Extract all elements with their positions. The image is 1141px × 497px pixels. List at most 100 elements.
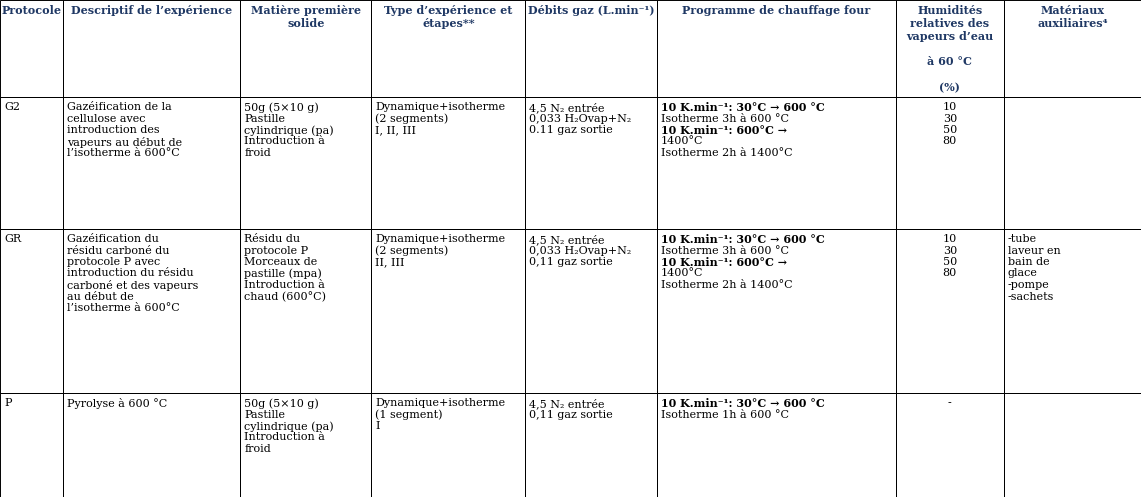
Bar	[896, 0, 1004, 97]
Text: carboné et des vapeurs: carboné et des vapeurs	[67, 280, 199, 291]
Bar	[241, 0, 371, 97]
Text: 1400°C: 1400°C	[661, 268, 703, 278]
Text: -sachets: -sachets	[1008, 292, 1054, 302]
Text: 0,033 H₂Ovap+N₂: 0,033 H₂Ovap+N₂	[529, 246, 632, 255]
Bar	[63, 393, 241, 497]
Text: Matériaux
auxiliaires⁴: Matériaux auxiliaires⁴	[1037, 5, 1108, 29]
Text: -: -	[948, 398, 952, 408]
Text: Isotherme 3h à 600 °C: Isotherme 3h à 600 °C	[661, 246, 788, 255]
Text: protocole P: protocole P	[244, 246, 308, 255]
Text: (2 segments): (2 segments)	[375, 246, 448, 256]
Bar	[526, 393, 656, 497]
Text: 10 K.min⁻¹: 30°C → 600 °C: 10 K.min⁻¹: 30°C → 600 °C	[661, 398, 824, 409]
Text: GR: GR	[5, 234, 22, 244]
Text: Dynamique+isotherme: Dynamique+isotherme	[375, 234, 505, 244]
Text: (1 segment): (1 segment)	[375, 410, 443, 420]
Bar	[63, 229, 241, 393]
Text: Isotherme 1h à 600 °C: Isotherme 1h à 600 °C	[661, 410, 788, 419]
Text: cylindrique (pa): cylindrique (pa)	[244, 421, 334, 431]
Text: I, II, III: I, II, III	[375, 125, 416, 135]
Bar	[0, 229, 63, 393]
Text: Type d’expérience et
étapes**: Type d’expérience et étapes**	[385, 5, 512, 29]
Text: 50: 50	[942, 257, 957, 267]
Text: (2 segments): (2 segments)	[375, 113, 448, 124]
Bar	[656, 229, 896, 393]
Text: 10 K.min⁻¹: 30°C → 600 °C: 10 K.min⁻¹: 30°C → 600 °C	[661, 234, 824, 245]
Bar	[656, 97, 896, 229]
Text: Pyrolyse à 600 °C: Pyrolyse à 600 °C	[67, 398, 168, 409]
Text: -pompe: -pompe	[1008, 280, 1050, 290]
Bar	[241, 229, 371, 393]
Text: 30: 30	[942, 113, 957, 123]
Text: 50g (5×10 g): 50g (5×10 g)	[244, 398, 319, 409]
Text: l’isotherme à 600°C: l’isotherme à 600°C	[67, 148, 180, 158]
Text: Protocole: Protocole	[1, 5, 62, 16]
Bar	[0, 97, 63, 229]
Text: introduction du résidu: introduction du résidu	[67, 268, 194, 278]
Text: Pastille: Pastille	[244, 113, 285, 123]
Text: cylindrique (pa): cylindrique (pa)	[244, 125, 334, 136]
Text: Introduction à: Introduction à	[244, 432, 325, 442]
Text: 0,11 gaz sortie: 0,11 gaz sortie	[529, 257, 613, 267]
Text: 0,033 H₂Ovap+N₂: 0,033 H₂Ovap+N₂	[529, 113, 632, 123]
Text: vapeurs au début de: vapeurs au début de	[67, 137, 183, 148]
Text: pastille (mpa): pastille (mpa)	[244, 268, 322, 279]
Text: glace: glace	[1008, 268, 1038, 278]
Bar	[241, 97, 371, 229]
Bar	[896, 393, 1004, 497]
Bar	[0, 393, 63, 497]
Text: 10 K.min⁻¹: 30°C → 600 °C: 10 K.min⁻¹: 30°C → 600 °C	[661, 102, 824, 113]
Bar	[1004, 97, 1141, 229]
Bar	[371, 393, 526, 497]
Text: froid: froid	[244, 444, 270, 454]
Text: chaud (600°C): chaud (600°C)	[244, 292, 326, 302]
Text: 10: 10	[942, 102, 957, 112]
Bar	[656, 0, 896, 97]
Text: 10: 10	[942, 234, 957, 244]
Text: introduction des: introduction des	[67, 125, 160, 135]
Text: Dynamique+isotherme: Dynamique+isotherme	[375, 398, 505, 408]
Text: cellulose avec: cellulose avec	[67, 113, 146, 123]
Text: 80: 80	[942, 137, 957, 147]
Bar	[0, 0, 63, 97]
Bar	[656, 393, 896, 497]
Text: Isotherme 2h à 1400°C: Isotherme 2h à 1400°C	[661, 148, 792, 158]
Bar	[1004, 393, 1141, 497]
Text: Isotherme 3h à 600 °C: Isotherme 3h à 600 °C	[661, 113, 788, 123]
Text: au début de: au début de	[67, 292, 133, 302]
Text: 4,5 N₂ entrée: 4,5 N₂ entrée	[529, 102, 605, 113]
Text: Isotherme 2h à 1400°C: Isotherme 2h à 1400°C	[661, 280, 792, 290]
Text: Débits gaz (L.min⁻¹): Débits gaz (L.min⁻¹)	[528, 5, 654, 16]
Text: laveur en: laveur en	[1008, 246, 1061, 255]
Bar	[63, 97, 241, 229]
Text: froid: froid	[244, 148, 270, 158]
Text: 0,11 gaz sortie: 0,11 gaz sortie	[529, 410, 613, 419]
Bar	[526, 229, 656, 393]
Text: P: P	[5, 398, 11, 408]
Text: G2: G2	[5, 102, 21, 112]
Text: protocole P avec: protocole P avec	[67, 257, 160, 267]
Text: Dynamique+isotherme: Dynamique+isotherme	[375, 102, 505, 112]
Text: I: I	[375, 421, 380, 431]
Text: Gazéification du: Gazéification du	[67, 234, 159, 244]
Bar	[896, 97, 1004, 229]
Text: Descriptif de l’expérience: Descriptif de l’expérience	[71, 5, 233, 16]
Text: Résidu du: Résidu du	[244, 234, 300, 244]
Bar	[63, 0, 241, 97]
Text: 30: 30	[942, 246, 957, 255]
Text: 10 K.min⁻¹: 600°C →: 10 K.min⁻¹: 600°C →	[661, 257, 786, 268]
Text: 10 K.min⁻¹: 600°C →: 10 K.min⁻¹: 600°C →	[661, 125, 786, 136]
Text: 50: 50	[942, 125, 957, 135]
Text: Gazéification de la: Gazéification de la	[67, 102, 172, 112]
Text: 4,5 N₂ entrée: 4,5 N₂ entrée	[529, 234, 605, 245]
Text: Humidités
relatives des
vapeurs d’eau

à 60 °C

(%): Humidités relatives des vapeurs d’eau à …	[906, 5, 994, 93]
Text: 50g (5×10 g): 50g (5×10 g)	[244, 102, 319, 112]
Text: Matière première
solide: Matière première solide	[251, 5, 361, 29]
Bar	[526, 97, 656, 229]
Bar	[526, 0, 656, 97]
Text: Introduction à: Introduction à	[244, 137, 325, 147]
Text: Pastille: Pastille	[244, 410, 285, 419]
Text: résidu carboné du: résidu carboné du	[67, 246, 170, 255]
Text: 80: 80	[942, 268, 957, 278]
Text: bain de: bain de	[1008, 257, 1050, 267]
